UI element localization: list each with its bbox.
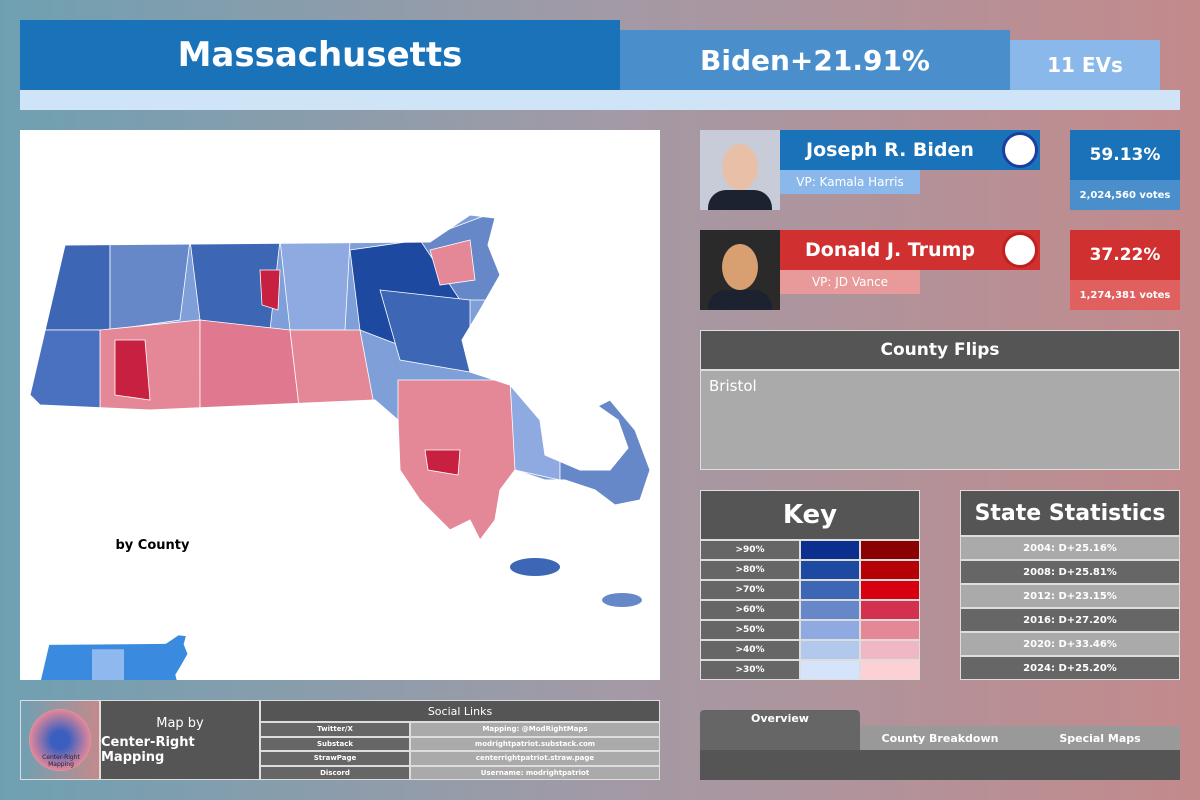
county-map (29, 214, 651, 680)
social-title: Social Links (260, 700, 660, 722)
candidate-face (722, 144, 758, 190)
running-mate: VP: JD Vance (780, 270, 920, 294)
key-swatch-rep (860, 540, 920, 560)
social-handle: modrightpatriot.substack.com (410, 736, 660, 751)
key-swatch-rep (860, 620, 920, 640)
credits-label: Map by (156, 715, 204, 731)
key-swatch-dem (800, 540, 860, 560)
running-mate: VP: Kamala Harris (780, 170, 920, 194)
key-swatch-dem (800, 620, 860, 640)
social-platform: StrawPage (260, 751, 410, 766)
stat-row: 2012: D+23.15% (960, 584, 1180, 608)
flips-body: Bristol (700, 370, 1180, 470)
social-handle: centerrightpatriot.straw.page (410, 751, 660, 766)
stat-row: 2020: D+33.46% (960, 632, 1180, 656)
candidate-suit (708, 290, 772, 310)
key-label: >70% (700, 580, 800, 600)
candidate-votes: 2,024,560 votes (1070, 180, 1180, 210)
stat-row: 2016: D+27.20% (960, 608, 1180, 632)
logo-text: Center-Right Mapping (42, 754, 80, 768)
stat-row: 2008: D+25.81% (960, 560, 1180, 584)
credits-panel: Map by Center-Right Mapping (100, 700, 260, 780)
candidate-name: Joseph R. Biden (780, 130, 1040, 170)
inset-label: by County (115, 537, 190, 553)
map-panel: by County (20, 130, 660, 680)
key-swatch-rep (860, 560, 920, 580)
social-handle: Username: modrightpatriot (410, 765, 660, 780)
key-swatch-dem (800, 640, 860, 660)
party-icon (1002, 232, 1038, 268)
key-swatch-dem (800, 660, 860, 680)
social-platform: Twitter/X (260, 722, 410, 737)
logo: Center-Right Mapping (20, 700, 100, 780)
key-swatch-rep (860, 640, 920, 660)
party-icon (1002, 132, 1038, 168)
key-swatch-dem (800, 560, 860, 580)
header-underline (20, 90, 1180, 110)
tab-content (700, 750, 1180, 780)
key-swatch-rep (860, 600, 920, 620)
electoral-votes: 11 EVs (1010, 40, 1160, 90)
candidate-name: Donald J. Trump (780, 230, 1040, 270)
candidate-percent: 59.13% (1070, 130, 1180, 180)
key-label: >30% (700, 660, 800, 680)
tab[interactable]: Overview (700, 710, 860, 750)
stat-row: 2004: D+25.16% (960, 536, 1180, 560)
stats-title: State Statistics (960, 490, 1180, 536)
key-label: >60% (700, 600, 800, 620)
key-label: >50% (700, 620, 800, 640)
key-swatch-dem (800, 580, 860, 600)
flip-item: Bristol (709, 377, 757, 395)
key-title: Key (700, 490, 920, 540)
key-label: >80% (700, 560, 800, 580)
key-swatch-dem (800, 600, 860, 620)
flips-title: County Flips (700, 330, 1180, 370)
credits-author: Center-Right Mapping (101, 734, 195, 765)
key-label: >40% (700, 640, 800, 660)
state-title: Massachusetts (20, 20, 620, 90)
candidate-face (722, 244, 758, 290)
tab[interactable]: County Breakdown (860, 726, 1020, 750)
candidate-votes: 1,274,381 votes (1070, 280, 1180, 310)
tab[interactable]: Special Maps (1020, 726, 1180, 750)
candidate-suit (708, 190, 772, 210)
state-margin: Biden+21.91% (620, 30, 1010, 90)
logo-circle (29, 709, 91, 771)
candidate-percent: 37.22% (1070, 230, 1180, 280)
counties (30, 215, 650, 540)
stat-row: 2024: D+25.20% (960, 656, 1180, 680)
inset-map (37, 634, 237, 680)
social-handle: Mapping: @ModRightMaps (410, 722, 660, 737)
key-swatch-rep (860, 580, 920, 600)
key-label: >90% (700, 540, 800, 560)
social-platform: Substack (260, 736, 410, 751)
social-platform: Discord (260, 765, 410, 780)
key-swatch-rep (860, 660, 920, 680)
